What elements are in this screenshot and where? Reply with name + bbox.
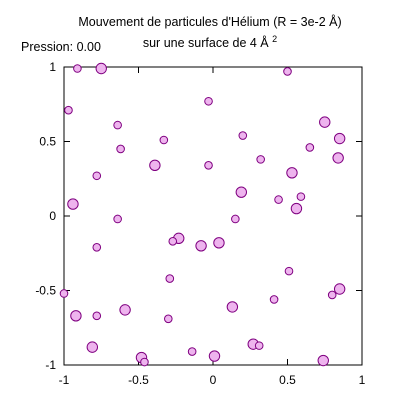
particle-point — [149, 159, 161, 172]
particle-point — [235, 186, 248, 198]
pressure-readout: Pression: 0.00 — [21, 40, 101, 54]
particle-point — [254, 341, 264, 350]
particle-point — [269, 295, 279, 304]
particle-point — [332, 152, 344, 164]
particle-point — [290, 202, 303, 215]
particle-point — [140, 357, 149, 367]
particle-point — [226, 301, 239, 313]
y-tick-label: -1 — [45, 358, 56, 372]
x-tick-label: 1 — [359, 373, 366, 387]
chart-title-superscript: 2 — [272, 34, 278, 44]
particle-point — [67, 198, 79, 210]
y-axis-ticks: 1 0.5 0 -0.5 -1 — [35, 60, 362, 372]
x-tick-label: -1 — [59, 373, 70, 387]
chart-title-line2: sur une surface de 4 Å 2 — [0, 31, 400, 52]
particle-point — [256, 155, 265, 164]
x-tick-label: 0.5 — [279, 373, 296, 387]
particle-point — [86, 341, 99, 353]
particle-point — [113, 120, 122, 130]
particle-point — [274, 195, 283, 204]
particle-point — [113, 214, 122, 224]
chart-title-line1: Mouvement de particules d'Hélium (R = 3e… — [78, 15, 342, 29]
particle-point — [305, 143, 315, 152]
particle-point — [283, 67, 292, 76]
particle-point — [164, 314, 173, 324]
y-tick-label: 1 — [49, 60, 56, 74]
particle-point — [95, 62, 107, 75]
particle-point — [92, 242, 102, 252]
particles-layer — [59, 62, 346, 367]
particle-point — [213, 237, 225, 249]
particle-point — [231, 214, 240, 224]
particle-point — [119, 304, 131, 316]
particle-point — [195, 240, 207, 252]
x-tick-label: -0.5 — [128, 373, 149, 387]
particle-point — [64, 105, 73, 115]
particle-point — [70, 310, 82, 322]
particle-point — [59, 289, 69, 298]
particle-point — [238, 131, 248, 140]
y-tick-label: 0 — [49, 209, 56, 223]
particle-point — [92, 171, 102, 181]
particle-point — [296, 192, 306, 201]
particle-point — [286, 167, 298, 179]
x-axis-ticks: -1 -0.5 0 0.5 1 — [59, 67, 366, 387]
particle-point — [333, 132, 346, 145]
particle-point — [204, 96, 213, 106]
particle-point — [168, 237, 178, 246]
particle-point — [333, 283, 346, 295]
particle-point — [165, 274, 175, 283]
particle-point — [187, 347, 197, 356]
x-tick-label: 0 — [210, 373, 217, 387]
y-tick-label: 0.5 — [39, 135, 56, 149]
chart-title-line2-text: sur une surface de 4 Å — [142, 36, 269, 50]
particle-point — [327, 290, 337, 300]
particle-point — [159, 135, 169, 145]
particle-point — [319, 116, 331, 128]
particle-point — [92, 311, 102, 321]
particle-point — [284, 266, 294, 276]
particle-point — [317, 354, 329, 367]
particle-point — [208, 350, 221, 362]
plot-frame — [63, 66, 363, 366]
particle-point — [204, 161, 213, 170]
particle-point — [73, 64, 82, 73]
particle-point — [116, 144, 125, 154]
y-tick-label: -0.5 — [35, 284, 56, 298]
